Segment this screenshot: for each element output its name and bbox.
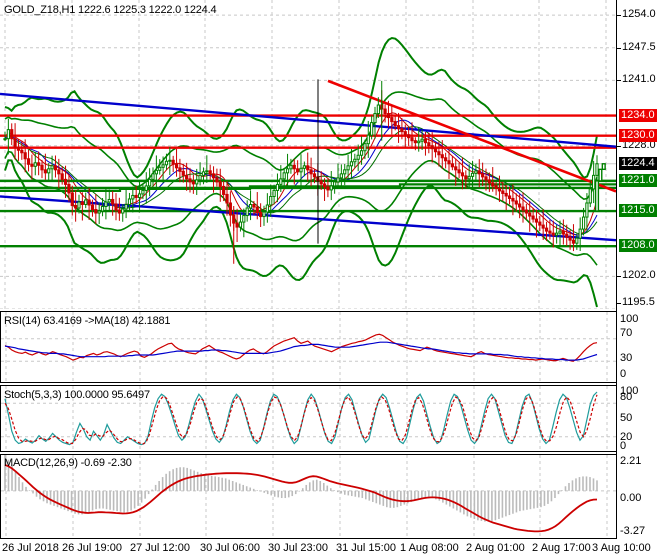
rsi-tick-100: 100 — [620, 313, 639, 325]
price-axis-tick — [617, 303, 621, 304]
price-tag-1215-0: 1215.0 — [619, 204, 657, 218]
stoch-tick-20: 20 — [620, 431, 633, 443]
price-panel-title: GOLD_Z18,H1 1222.6 1225.3 1222.0 1224.4 — [4, 4, 217, 16]
price-tag-1230-0: 1230.0 — [619, 128, 657, 142]
rsi-panel[interactable] — [0, 311, 617, 383]
price-axis-tick — [617, 145, 621, 147]
time-label-8: 2 Aug 17:00 — [532, 542, 591, 554]
macd-tick-top: 2.21 — [620, 455, 642, 467]
price-axis-tick — [617, 15, 621, 17]
time-label-7: 2 Aug 01:00 — [466, 542, 525, 554]
time-label-0: 26 Jul 2018 — [2, 542, 59, 554]
time-label-1: 26 Jul 19:00 — [62, 542, 122, 554]
rsi-tick-70: 70 — [620, 327, 633, 339]
time-axis-line — [0, 538, 617, 539]
price-tag-1221-0: 1221.0 — [619, 173, 657, 187]
stochastic-plot — [1, 386, 616, 451]
time-label-4: 30 Jul 23:00 — [268, 542, 328, 554]
price-tick-1195-5: 1195.5 — [622, 296, 655, 308]
price-axis-line — [616, 0, 617, 538]
price-plot — [0, 0, 616, 309]
rsi-plot — [1, 312, 616, 382]
price-axis-tick — [617, 80, 621, 82]
stoch-tick-80: 80 — [620, 391, 633, 403]
price-panel[interactable] — [0, 0, 617, 309]
price-tag-1208-0: 1208.0 — [619, 239, 657, 253]
time-label-3: 30 Jul 06:00 — [200, 542, 260, 554]
stochastic-panel-title: Stoch(5,3,3) 100.0000 95.6497 — [4, 389, 150, 401]
macd-tick-bottom: -3.27 — [620, 525, 646, 537]
price-tick-1241-0: 1241.0 — [622, 73, 656, 86]
price-tick-1247-5: 1247.5 — [622, 40, 656, 53]
price-tick-1202-0: 1202.0 — [622, 269, 656, 282]
macd-tick-zero: 0.00 — [620, 492, 642, 504]
time-label-5: 31 Jul 15:00 — [336, 542, 396, 554]
price-tick-1254-0: 1254.0 — [622, 8, 656, 21]
time-label-2: 27 Jul 12:00 — [130, 542, 190, 554]
time-label-9: 3 Aug 10:00 — [592, 542, 651, 554]
price-axis-tick — [617, 276, 621, 278]
stochastic-panel[interactable] — [0, 385, 617, 452]
stoch-tick-50: 50 — [620, 412, 633, 424]
rsi-tick-0: 0 — [620, 368, 627, 380]
price-axis-tick — [617, 47, 621, 49]
macd-panel[interactable] — [0, 454, 617, 539]
macd-panel-title: MACD(12,26,9) -0.69 -2.30 — [4, 457, 132, 469]
time-label-6: 1 Aug 08:00 — [400, 542, 459, 554]
price-tag-1224-4: 1224.4 — [619, 156, 657, 170]
macd-plot — [1, 455, 616, 538]
price-tick-1228-0: 1228.0 — [622, 138, 656, 151]
stoch-tick-100: 100 — [620, 385, 639, 397]
rsi-tick-30: 30 — [620, 352, 633, 364]
stoch-tick-0: 0 — [620, 440, 627, 452]
price-tag-1234-0: 1234.0 — [619, 108, 657, 122]
rsi-panel-title: RSI(14) 63.4169 ->MA(18) 42.1881 — [4, 315, 171, 327]
